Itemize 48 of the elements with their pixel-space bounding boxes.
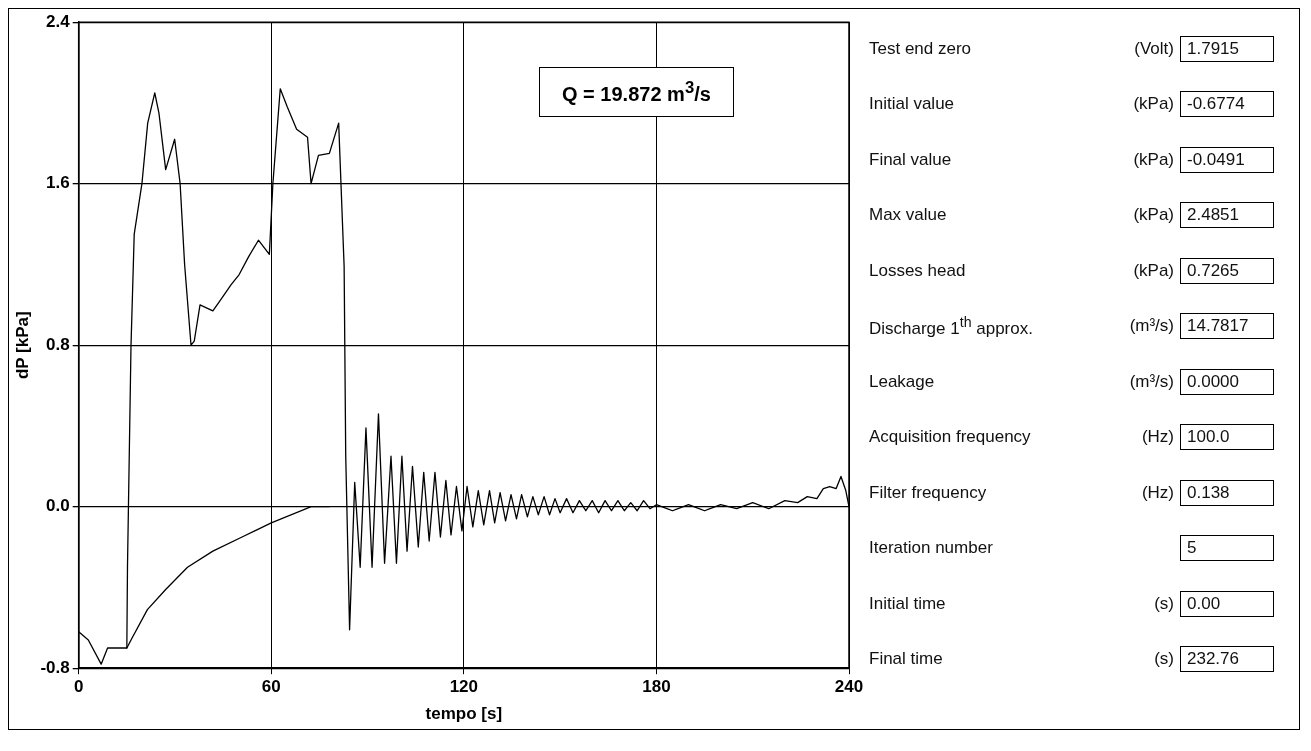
text: Final time — [869, 649, 944, 670]
text: (s) — [1153, 593, 1175, 614]
text: Iteration number — [869, 538, 994, 559]
x-tick-label: 180 — [642, 677, 671, 697]
text: Filter frequency — [869, 482, 988, 503]
text: 1.7915 — [1180, 35, 1274, 62]
text: 5 — [1180, 535, 1274, 562]
x-tick-label: 0 — [73, 677, 84, 697]
y-tick-label: 2.4 — [46, 11, 71, 31]
text: (kPa) — [1132, 94, 1175, 115]
text: (Hz) — [1140, 482, 1175, 503]
text: (Volt) — [1133, 38, 1175, 59]
text: 14.7817 — [1180, 313, 1274, 340]
text: (s) — [1153, 649, 1175, 670]
text: Acquisition frequency — [869, 427, 1032, 448]
text: (kPa) — [1132, 149, 1175, 170]
text: Losses head — [869, 260, 967, 281]
text: Initial time — [869, 593, 947, 614]
text: (kPa) — [1132, 205, 1175, 226]
text: Max value — [869, 205, 948, 226]
text: 100.0 — [1180, 424, 1274, 451]
x-tick-label: 240 — [834, 677, 864, 697]
annotation: Q = 19.872 m$^{3}$/s — [539, 67, 734, 117]
text: -0.0491 — [1180, 146, 1274, 173]
text: 2.4851 — [1180, 202, 1274, 229]
text: 0.7265 — [1180, 257, 1274, 284]
text: (m³/s) — [1128, 371, 1175, 392]
text: (m³/s) — [1128, 316, 1175, 337]
text: (Hz) — [1140, 427, 1175, 448]
y-tick-label: 1.6 — [46, 173, 70, 193]
text: Initial value — [869, 94, 956, 115]
text: Final value — [869, 149, 953, 170]
y-tick-label: 0.8 — [46, 334, 70, 354]
text: Leakage — [869, 371, 936, 392]
text: Test end zero — [869, 38, 973, 59]
text: -0.6774 — [1180, 91, 1274, 118]
text: (kPa) — [1132, 260, 1175, 281]
x-axis-title: tempo [s] — [425, 704, 503, 724]
text: 0.00 — [1180, 590, 1274, 617]
text: Discharge 1$^{th}$ approx. — [869, 313, 1034, 339]
text: 0.138 — [1180, 479, 1274, 506]
y-tick-label: -0.8 — [40, 657, 70, 677]
x-tick-label: 120 — [449, 677, 479, 697]
y-axis-title: dP [kPa] — [12, 311, 32, 380]
y-tick-label: 0.0 — [46, 496, 70, 516]
text: 232.76 — [1180, 646, 1274, 673]
x-tick-label: 60 — [261, 677, 281, 697]
text: 0.0000 — [1180, 368, 1274, 395]
